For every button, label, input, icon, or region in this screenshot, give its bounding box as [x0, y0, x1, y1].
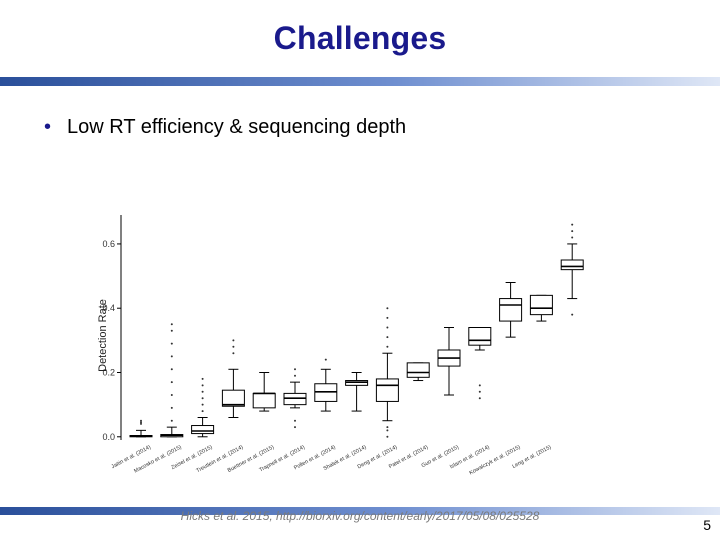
box — [252, 392, 276, 409]
box-outlier-point — [170, 381, 173, 384]
box — [529, 294, 553, 316]
box-outlier-point — [386, 345, 389, 348]
y-tick-label: 0.0 — [102, 432, 115, 442]
box — [499, 298, 523, 322]
box — [406, 362, 430, 378]
box-outlier-point — [571, 230, 574, 233]
box-outlier-point — [386, 307, 389, 310]
y-tick-label: 0.2 — [102, 368, 115, 378]
box-outlier-point — [386, 435, 389, 438]
box — [221, 389, 245, 407]
box-outlier-point — [386, 429, 389, 432]
box-outlier-point — [386, 336, 389, 339]
box-outlier-point — [571, 313, 574, 316]
citation-text[interactable]: Hicks et al. 2015, http://biorxiv.org/co… — [180, 509, 540, 523]
box — [345, 380, 369, 386]
box — [283, 392, 307, 406]
box-outlier-point — [324, 358, 327, 361]
title-divider — [0, 77, 720, 86]
box-outlier-point — [201, 410, 204, 413]
y-tick-label: 0.6 — [102, 239, 115, 249]
box-outlier-point — [201, 397, 204, 400]
box-outlier-point — [232, 339, 235, 342]
box-outlier-point — [170, 355, 173, 358]
box — [468, 327, 492, 346]
box — [560, 259, 584, 271]
y-axis-title: Detection Rate — [97, 299, 109, 372]
box-outlier-point — [170, 394, 173, 396]
box-outlier-point — [571, 236, 574, 239]
page-number: 5 — [703, 517, 711, 533]
box-outlier-point — [170, 368, 173, 371]
box-outlier-point — [201, 384, 204, 387]
box-outlier-point — [140, 421, 142, 424]
box-outlier-point — [201, 377, 204, 380]
box-outlier-point — [478, 397, 481, 400]
box-outlier-point — [478, 384, 481, 387]
box-outlier-point — [386, 426, 389, 429]
box-outlier-point — [232, 352, 235, 355]
box-outlier-point — [478, 390, 481, 393]
box-outlier-point — [170, 329, 173, 332]
box — [191, 425, 215, 435]
box-outlier-point — [386, 316, 389, 319]
box-outlier-point — [201, 403, 204, 406]
box-outlier-point — [170, 419, 173, 422]
box-outlier-point — [201, 390, 204, 393]
box-outlier-point — [571, 223, 574, 226]
box-outlier-point — [170, 342, 173, 345]
y-tick-label: 0.4 — [102, 303, 115, 313]
box-outlier-point — [140, 419, 142, 422]
bullet-dot-icon: • — [44, 116, 52, 138]
box-outlier-point — [170, 323, 173, 326]
box-outlier-point — [294, 419, 296, 422]
box-outlier-point — [232, 345, 235, 348]
box-outlier-point — [294, 426, 296, 429]
box — [375, 378, 399, 402]
box-outlier-point — [140, 422, 142, 425]
x-category-label: Kowalczyk et al. (2015) — [469, 444, 522, 476]
box-outlier-point — [386, 326, 389, 329]
slide-title: Challenges — [273, 20, 447, 56]
box-outlier-point — [294, 374, 296, 377]
box-outlier-point — [294, 368, 296, 371]
box-outlier-point — [170, 406, 173, 409]
bullet-text: Low RT efficiency & sequencing depth — [67, 116, 407, 138]
box — [314, 383, 338, 402]
bullet-item: • Low RT efficiency & sequencing depth — [44, 116, 406, 139]
footer-divider — [0, 507, 720, 515]
